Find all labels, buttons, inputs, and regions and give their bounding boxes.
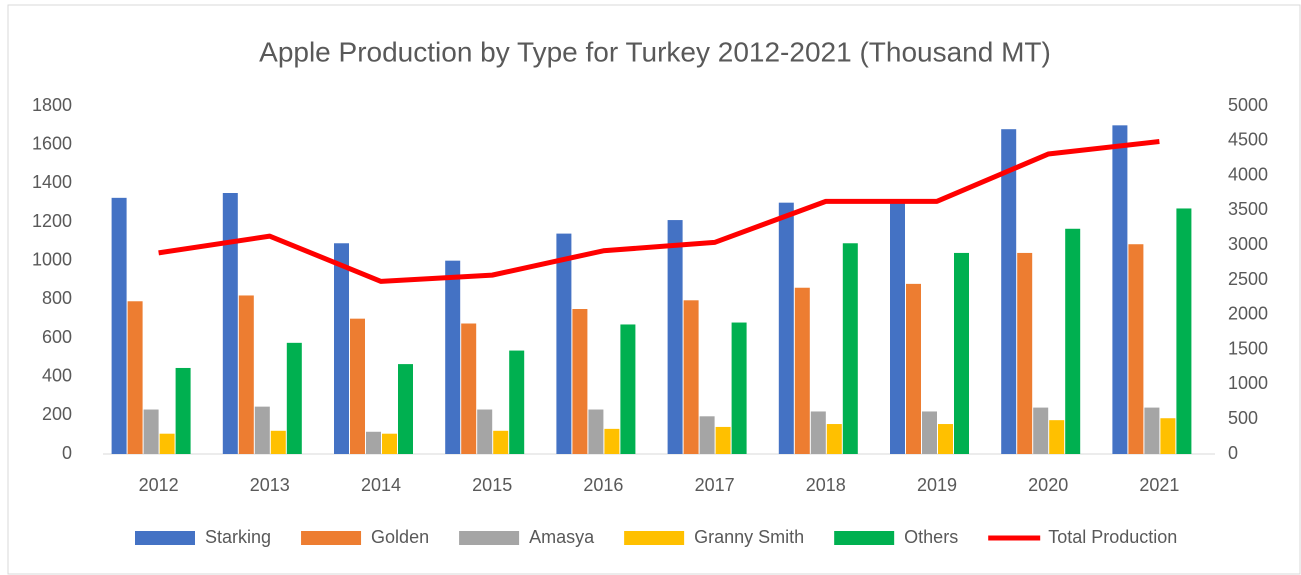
y2-tick-label: 1500 <box>1228 338 1268 358</box>
bar <box>382 433 397 454</box>
x-tick-label: 2012 <box>139 475 179 495</box>
chart-title: Apple Production by Type for Turkey 2012… <box>259 36 1051 67</box>
legend-label: Others <box>904 527 958 547</box>
y-tick-label: 200 <box>42 404 72 424</box>
legend-swatch <box>834 531 895 545</box>
bar <box>1144 407 1160 454</box>
bar <box>604 428 620 454</box>
bar <box>572 309 588 454</box>
bar <box>493 430 509 454</box>
bar <box>1176 208 1192 454</box>
bar <box>1049 420 1065 454</box>
bar <box>254 406 270 454</box>
legend-label: Starking <box>205 527 271 547</box>
y-tick-label: 0 <box>62 443 72 463</box>
bar <box>794 287 810 454</box>
legend-swatch <box>135 531 195 545</box>
y-tick-label: 1000 <box>32 249 72 269</box>
y2-tick-label: 4500 <box>1228 130 1268 150</box>
legend-label: Amasya <box>529 527 595 547</box>
legend-label: Total Production <box>1048 527 1177 547</box>
y-tick-label: 1400 <box>32 172 72 192</box>
legend-swatch <box>301 531 362 545</box>
y-tick-label: 1600 <box>32 133 72 153</box>
bar <box>222 193 238 454</box>
bar <box>715 426 731 454</box>
bar <box>1017 252 1033 454</box>
bar <box>286 342 302 454</box>
bar <box>238 295 254 454</box>
bar <box>842 243 858 454</box>
bar <box>1001 129 1017 454</box>
bar <box>398 364 413 454</box>
bar <box>826 424 842 454</box>
x-tick-label: 2016 <box>583 475 623 495</box>
y-tick-label: 1200 <box>32 211 72 231</box>
y-tick-label: 400 <box>42 365 72 385</box>
bar <box>1128 244 1144 454</box>
bar <box>334 243 349 454</box>
y2-tick-label: 3500 <box>1228 199 1268 219</box>
bar <box>906 283 921 454</box>
y-tick-label: 600 <box>42 327 72 347</box>
bar <box>954 252 969 454</box>
bar <box>366 431 381 454</box>
legend-swatch <box>624 531 685 545</box>
bar <box>445 260 461 454</box>
y2-tick-label: 5000 <box>1228 95 1268 115</box>
y2-tick-label: 4000 <box>1228 164 1268 184</box>
bar <box>350 318 365 454</box>
bar <box>667 220 683 454</box>
y2-tick-label: 1000 <box>1228 373 1268 393</box>
bar <box>556 233 572 454</box>
bar <box>127 301 143 454</box>
y-tick-label: 800 <box>42 288 72 308</box>
bar <box>270 430 286 454</box>
line <box>158 139 1160 284</box>
y2-tick-label: 2500 <box>1228 269 1268 289</box>
x-tick-label: 2014 <box>361 475 401 495</box>
bar <box>731 322 747 454</box>
bar <box>1033 407 1049 454</box>
y2-tick-label: 0 <box>1228 443 1238 463</box>
bar <box>938 424 953 454</box>
x-tick-label: 2017 <box>695 475 735 495</box>
bar <box>111 197 127 455</box>
legend-label: Granny Smith <box>694 527 804 547</box>
x-tick-label: 2015 <box>472 475 512 495</box>
bar <box>509 350 525 454</box>
bar <box>477 409 493 454</box>
x-tick-label: 2021 <box>1139 475 1179 495</box>
bar <box>588 409 604 454</box>
bar <box>683 300 699 454</box>
bar <box>699 416 715 454</box>
chart-frame <box>7 4 1301 575</box>
x-tick-label: 2019 <box>917 475 957 495</box>
x-tick-label: 2018 <box>806 475 846 495</box>
bar <box>461 323 477 454</box>
legend-swatch <box>459 531 520 545</box>
y2-tick-label: 500 <box>1228 408 1258 428</box>
legend-label: Golden <box>371 527 429 547</box>
bar <box>620 324 636 454</box>
bar <box>159 433 175 454</box>
y2-tick-label: 2000 <box>1228 304 1268 324</box>
bar <box>778 202 794 454</box>
y-tick-label: 1800 <box>32 95 72 115</box>
bar <box>1160 418 1176 454</box>
bar <box>890 202 905 454</box>
y2-tick-label: 3000 <box>1228 234 1268 254</box>
bar <box>143 409 159 454</box>
bar <box>1065 228 1081 454</box>
x-tick-label: 2020 <box>1028 475 1068 495</box>
bar <box>175 367 191 454</box>
x-tick-label: 2013 <box>250 475 290 495</box>
bar <box>810 411 826 454</box>
bar <box>1112 125 1128 454</box>
bar <box>922 411 937 454</box>
